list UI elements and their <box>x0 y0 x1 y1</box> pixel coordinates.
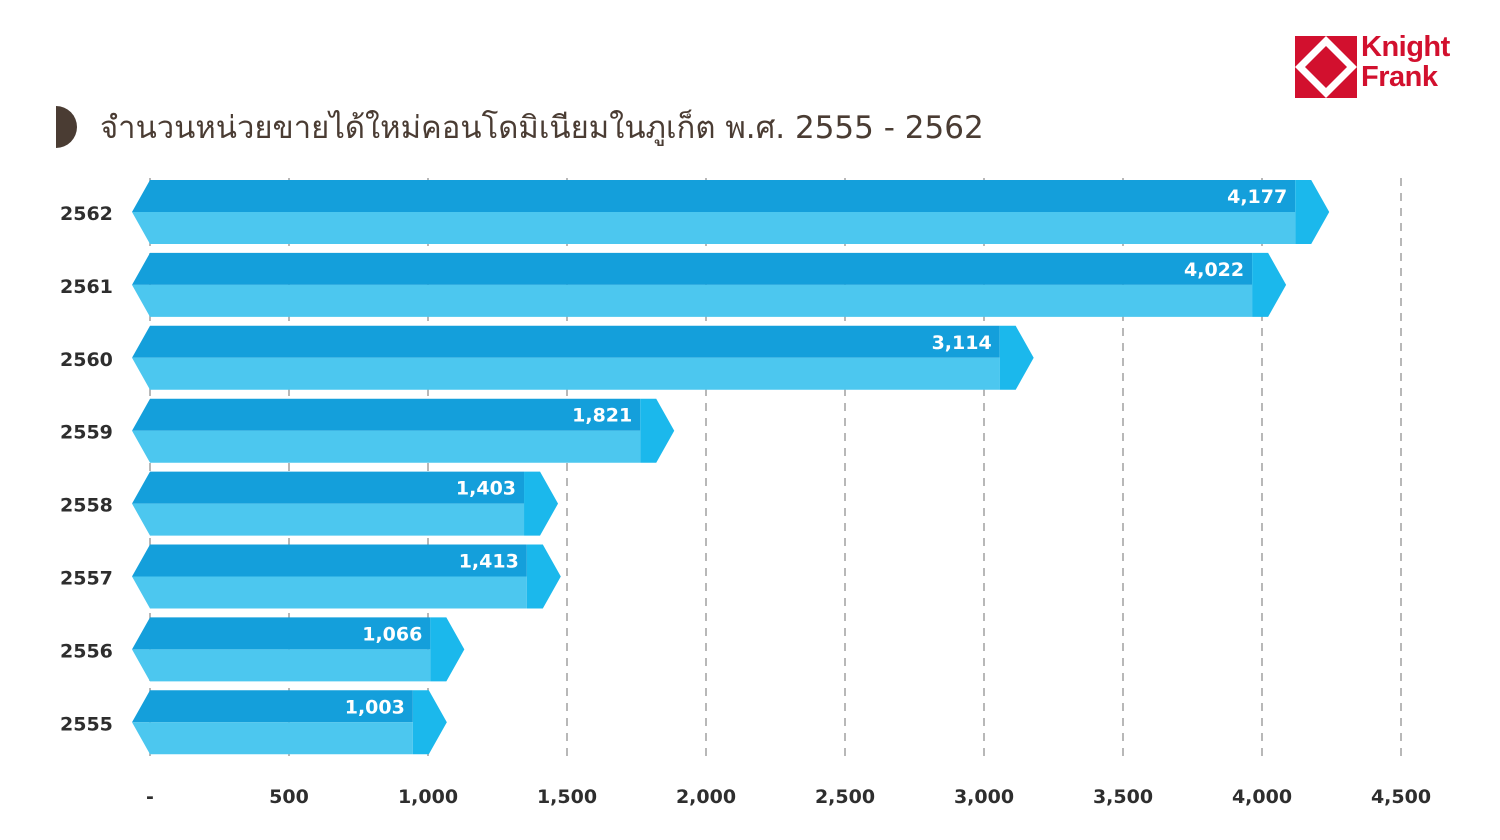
bar-tip <box>1295 180 1330 244</box>
category-label-2557: 2557 <box>60 568 113 590</box>
bars: 4,177 4,022 3,114 1,821 1,403 1,413 1,066 1,003 <box>132 180 1330 755</box>
bar-top-face <box>132 180 1296 212</box>
bar-2557: 1,413 <box>132 544 561 609</box>
bar-tip <box>640 398 675 463</box>
x-tick-label: 3,500 <box>1093 786 1153 808</box>
value-label-2556: 1,066 <box>362 623 422 645</box>
category-label-2560: 2560 <box>60 349 113 371</box>
value-label-2558: 1,403 <box>456 478 516 500</box>
x-tick-label: 2,000 <box>676 786 736 808</box>
bar-tip <box>430 617 465 682</box>
category-label-2561: 2561 <box>60 276 113 298</box>
x-tick-label: 4,500 <box>1371 786 1431 808</box>
value-label-2555: 1,003 <box>345 696 405 718</box>
value-label-2562: 4,177 <box>1227 186 1287 208</box>
x-tick-label: 500 <box>269 786 309 808</box>
value-label-2559: 1,821 <box>572 405 632 427</box>
category-label-2555: 2555 <box>60 713 113 735</box>
bar-bottom-face <box>132 284 1253 317</box>
category-label-2559: 2559 <box>60 422 113 444</box>
bar-2558: 1,403 <box>132 471 559 536</box>
bar-top-face <box>132 544 527 577</box>
bar-top-face <box>132 617 431 650</box>
value-label-2560: 3,114 <box>932 332 992 354</box>
bar-tip <box>999 325 1034 390</box>
bar-bottom-face <box>132 722 413 755</box>
bar-bottom-face <box>132 576 527 609</box>
category-label-2556: 2556 <box>60 640 113 662</box>
bar-bottom-face <box>132 212 1296 244</box>
bar-tip <box>524 471 559 536</box>
bar-2559: 1,821 <box>132 398 675 463</box>
bar-top-face <box>132 690 413 723</box>
bar-bottom-face <box>132 503 525 536</box>
x-tick-label: 2,500 <box>815 786 875 808</box>
chart-title: จำนวนหน่วยขายได้ใหม่คอนโดมิเนียมในภูเก็ต… <box>100 110 984 146</box>
bar-bottom-face <box>132 649 431 682</box>
title-marker-icon <box>56 106 77 148</box>
bar-bottom-face <box>132 357 1000 390</box>
bar-2561: 4,022 <box>132 252 1287 317</box>
value-label-2561: 4,022 <box>1184 259 1244 281</box>
logo-line-1: Knight <box>1361 31 1450 63</box>
category-label-2562: 2562 <box>60 203 113 225</box>
x-tick-label: 4,000 <box>1232 786 1292 808</box>
knight-frank-logo-icon <box>1295 36 1357 98</box>
x-tick-label: 1,000 <box>398 786 458 808</box>
bar-tip <box>1252 252 1287 317</box>
bar-2560: 3,114 <box>132 325 1034 390</box>
logo-line-2: Frank <box>1361 61 1438 93</box>
bar-tip <box>526 544 561 609</box>
bar-2562: 4,177 <box>132 180 1330 244</box>
bar-2555: 1,003 <box>132 690 447 755</box>
bar-2556: 1,066 <box>132 617 465 682</box>
x-tick-label: - <box>146 786 154 808</box>
bar-top-face <box>132 252 1253 285</box>
bar-bottom-face <box>132 430 641 463</box>
bar-top-face <box>132 471 525 504</box>
x-tick-label: 3,000 <box>954 786 1014 808</box>
x-axis-tick-labels: - 500 1,000 1,500 2,000 2,500 3,000 3,500 4,000 4… <box>146 786 1431 808</box>
bar-top-face <box>132 325 1000 358</box>
bar-top-face <box>132 398 641 431</box>
category-labels: 2562 2561 2560 2559 2558 2557 2556 2555 <box>60 203 113 735</box>
category-label-2558: 2558 <box>60 495 113 517</box>
knight-frank-logo: Knight Frank <box>1295 32 1465 98</box>
bar-tip <box>412 690 447 755</box>
x-tick-label: 1,500 <box>537 786 597 808</box>
value-label-2557: 1,413 <box>459 551 519 573</box>
